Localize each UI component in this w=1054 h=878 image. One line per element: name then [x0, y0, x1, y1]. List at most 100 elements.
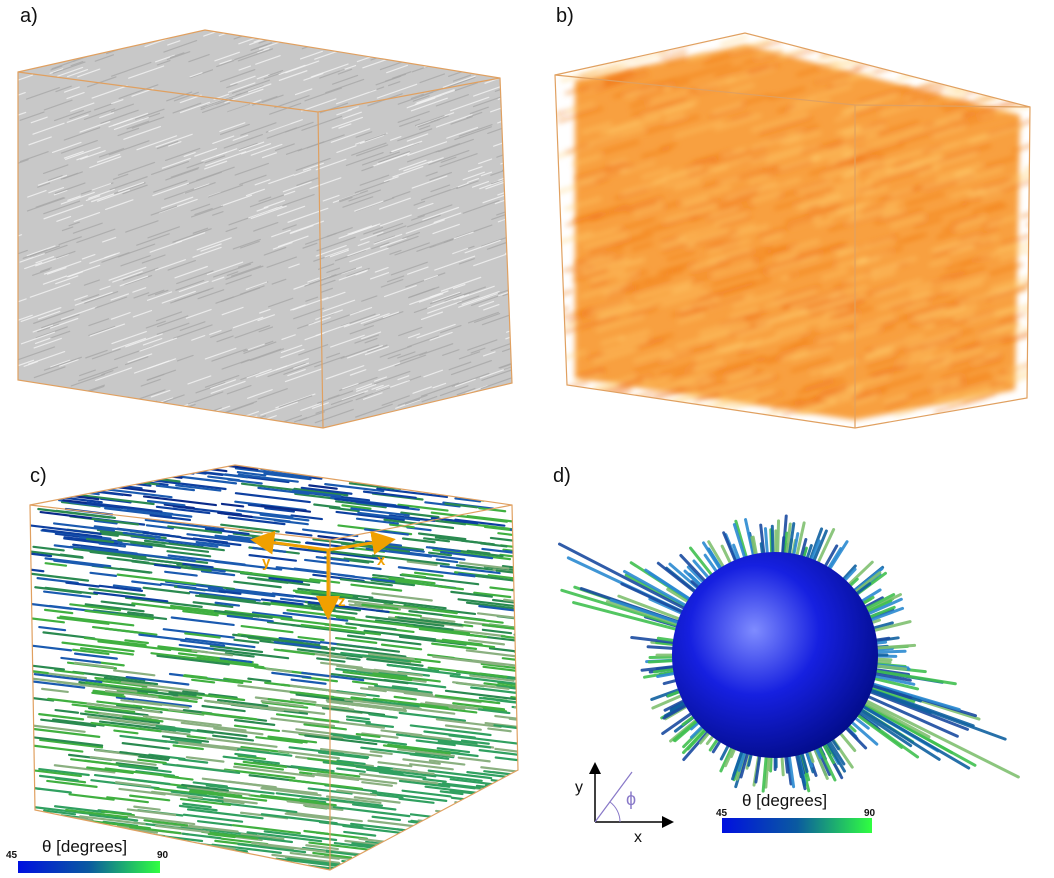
- fiber: [329, 868, 406, 873]
- fiber: [200, 868, 232, 872]
- fiber: [491, 813, 568, 822]
- fiber: [113, 407, 143, 417]
- fiber: [455, 802, 482, 805]
- fiber: [496, 757, 558, 764]
- fiber: [503, 658, 531, 661]
- fiber: [48, 21, 77, 31]
- fiber: [464, 45, 485, 52]
- fiber: [504, 800, 526, 803]
- fiber: [61, 857, 83, 860]
- fiber: [24, 645, 71, 651]
- fiber: [163, 764, 239, 773]
- fiber: [353, 682, 377, 685]
- sphere: [672, 552, 878, 758]
- fiber: [1021, 211, 1038, 216]
- fiber: [242, 626, 293, 632]
- fiber: [385, 34, 404, 41]
- fiber: [976, 83, 1030, 99]
- fiber: [475, 37, 507, 48]
- fiber: [658, 34, 713, 50]
- fiber: [292, 466, 328, 470]
- fiber: [498, 91, 520, 99]
- fiber: [490, 587, 523, 591]
- fiber: [503, 466, 537, 470]
- fiber: [558, 382, 588, 391]
- fiber: [804, 39, 829, 47]
- fiber: [945, 42, 978, 52]
- fiber: [337, 769, 365, 772]
- fiber: [49, 474, 82, 478]
- fiber: [75, 654, 117, 659]
- fiber: [511, 786, 569, 793]
- fiber: [489, 29, 522, 41]
- fiber: [379, 762, 412, 766]
- fiber: [516, 692, 578, 699]
- fiber: [501, 105, 519, 111]
- fiber: [486, 41, 500, 46]
- fiber: [54, 476, 98, 481]
- fiber: [485, 492, 509, 495]
- fiber: [486, 785, 535, 791]
- fiber: [1011, 34, 1054, 50]
- fiber: [476, 803, 554, 812]
- fiber: [68, 466, 121, 472]
- fiber: [93, 479, 151, 486]
- fiber: [250, 555, 296, 561]
- fiber: [22, 37, 47, 46]
- fiber: [32, 666, 64, 670]
- fiber: [13, 405, 47, 417]
- fiber: [331, 474, 358, 477]
- fiber: [495, 716, 554, 723]
- fiber: [661, 405, 697, 416]
- fiber: [468, 41, 488, 48]
- fiber: [495, 62, 506, 66]
- fiber: [120, 401, 156, 414]
- fiber: [339, 41, 351, 45]
- fiber: [512, 590, 557, 595]
- fiber: [320, 22, 359, 36]
- axis-label: x: [634, 829, 642, 846]
- fiber: [414, 415, 429, 420]
- fiber: [982, 87, 1031, 102]
- fiber: [126, 598, 202, 607]
- fiber: [353, 19, 388, 31]
- fiber: [46, 563, 66, 565]
- fiber: [480, 803, 533, 809]
- fiber: [419, 820, 481, 827]
- fiber: [359, 41, 390, 52]
- fiber: [1028, 304, 1054, 319]
- fiber: [311, 464, 386, 473]
- fiber: [128, 809, 175, 815]
- fiber: [992, 73, 1007, 78]
- fiber: [508, 830, 555, 836]
- fiber: [39, 714, 83, 719]
- fiber: [30, 51, 60, 62]
- fiber: [306, 463, 360, 469]
- fiber: [420, 824, 473, 830]
- fiber: [436, 471, 482, 477]
- axis-label: y: [575, 779, 583, 796]
- fiber: [287, 812, 362, 821]
- fiber: [495, 786, 531, 790]
- fiber: [610, 396, 645, 407]
- fiber: [510, 719, 535, 722]
- fiber: [517, 852, 554, 856]
- fiber: [43, 43, 80, 56]
- fiber: [481, 789, 528, 795]
- fiber: [1030, 322, 1054, 335]
- fiber: [927, 39, 957, 48]
- fiber: [440, 859, 465, 862]
- axis-label: x: [377, 552, 386, 569]
- fiber: [82, 411, 95, 416]
- fiber: [519, 784, 549, 788]
- axis-label: y: [262, 554, 271, 571]
- fiber: [73, 47, 83, 51]
- fiber: [334, 807, 410, 816]
- fiber: [447, 474, 481, 478]
- angle-label: ϕ: [626, 789, 636, 809]
- phi-arc: [610, 802, 620, 822]
- fiber: [950, 42, 966, 47]
- fiber: [37, 43, 50, 47]
- fiber: [492, 38, 511, 45]
- fiber: [248, 679, 270, 682]
